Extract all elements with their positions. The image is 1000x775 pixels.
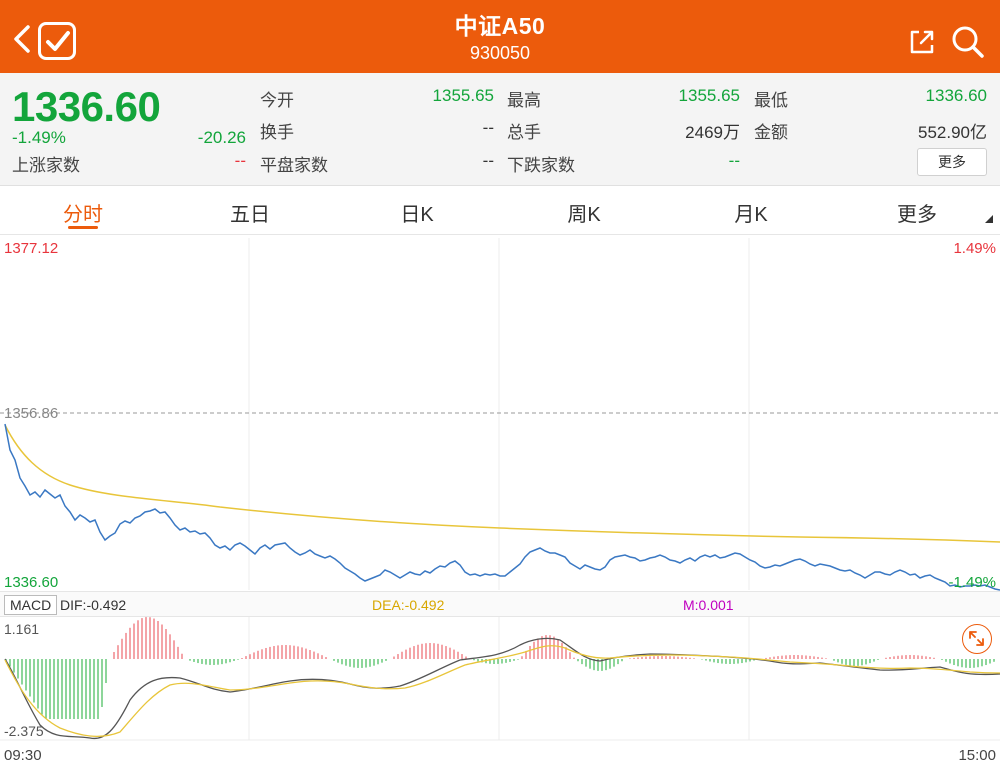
- intraday-chart[interactable]: 1377.12 1.49% 1356.86 1336.60 -1.49% 1.1…: [0, 236, 1000, 775]
- pct-bottom-label: -1.49%: [948, 574, 996, 591]
- price-bottom-label: 1336.60: [4, 574, 58, 591]
- up-count-value: --: [234, 151, 246, 170]
- macd-bottom-label: -2.375: [4, 723, 44, 739]
- macd-top-label: 1.161: [4, 621, 39, 637]
- price-top-label: 1377.12: [4, 240, 58, 257]
- open-label: 今开: [260, 91, 294, 110]
- flat-count-value: --: [482, 151, 494, 170]
- pct-top-label: 1.49%: [953, 240, 996, 257]
- turnover-label: 换手: [260, 123, 294, 142]
- macd-legend-bar: MACD DIF:-0.492 DEA:-0.492 M:0.001: [0, 591, 1000, 617]
- time-start-label: 09:30: [4, 747, 42, 764]
- volume-value: 2469万: [685, 123, 740, 142]
- index-code: 930050: [469, 43, 531, 63]
- tab-weekly-k[interactable]: 周K: [567, 204, 601, 226]
- checkmark-app-icon[interactable]: [38, 22, 76, 60]
- down-count-value: --: [728, 151, 740, 170]
- turnover-value: --: [482, 118, 494, 137]
- macd-dif-value: DIF:-0.492: [60, 597, 127, 613]
- amount-value: 552.90亿: [918, 123, 987, 142]
- high-value: 1355.65: [678, 86, 740, 105]
- search-icon[interactable]: [950, 24, 986, 60]
- macd-m-value: M:0.001: [683, 597, 734, 613]
- expand-chart-icon[interactable]: [962, 624, 992, 654]
- tab-more-arrow-icon: [985, 215, 993, 223]
- macd-indicator-selector[interactable]: MACD: [4, 595, 58, 615]
- open-value: 1355.65: [432, 86, 494, 105]
- low-label: 最低: [754, 91, 788, 110]
- tab-intraday[interactable]: 分时: [63, 204, 103, 226]
- share-icon[interactable]: [906, 26, 938, 58]
- tab-daily-k[interactable]: 日K: [400, 204, 434, 226]
- tab-five-day[interactable]: 五日: [230, 204, 270, 226]
- avg-price-line: [4, 424, 1000, 543]
- change-amount: -20.26: [197, 128, 246, 147]
- macd-histogram: [5, 617, 995, 719]
- macd-dea-line: [4, 645, 1000, 738]
- back-arrow-icon[interactable]: [8, 22, 36, 56]
- down-count-label: 下跌家数: [507, 156, 575, 175]
- check-icon: [46, 31, 70, 51]
- amount-label: 金额: [754, 123, 788, 142]
- expand-arrows-icon: [969, 631, 984, 646]
- price-line: [4, 423, 1000, 591]
- up-count-label: 上涨家数: [12, 156, 80, 175]
- more-info-button[interactable]: 更多: [917, 148, 987, 176]
- price-mid-label: 1356.86: [4, 405, 58, 422]
- index-title: 中证A50: [454, 13, 546, 39]
- tab-more[interactable]: 更多: [897, 204, 937, 226]
- title-block: 中证A50 930050: [300, 12, 700, 64]
- volume-label: 总手: [507, 123, 541, 142]
- macd-dea-value: DEA:-0.492: [372, 597, 445, 613]
- change-percent: -1.49%: [12, 128, 66, 147]
- low-value: 1336.60: [925, 86, 987, 105]
- header-bar: 中证A50 930050: [0, 0, 1000, 73]
- active-tab-indicator: [68, 226, 98, 229]
- chart-tabs: 分时 五日 日K 周K 月K 更多: [0, 186, 1000, 235]
- flat-count-label: 平盘家数: [260, 156, 328, 175]
- time-end-label: 15:00: [958, 747, 996, 764]
- current-price: 1336.60: [12, 83, 161, 130]
- tab-monthly-k[interactable]: 月K: [734, 204, 768, 226]
- high-label: 最高: [507, 91, 541, 110]
- quote-panel: 1336.60 -1.49% -20.26 上涨家数 -- 今开 1355.65…: [0, 73, 1000, 186]
